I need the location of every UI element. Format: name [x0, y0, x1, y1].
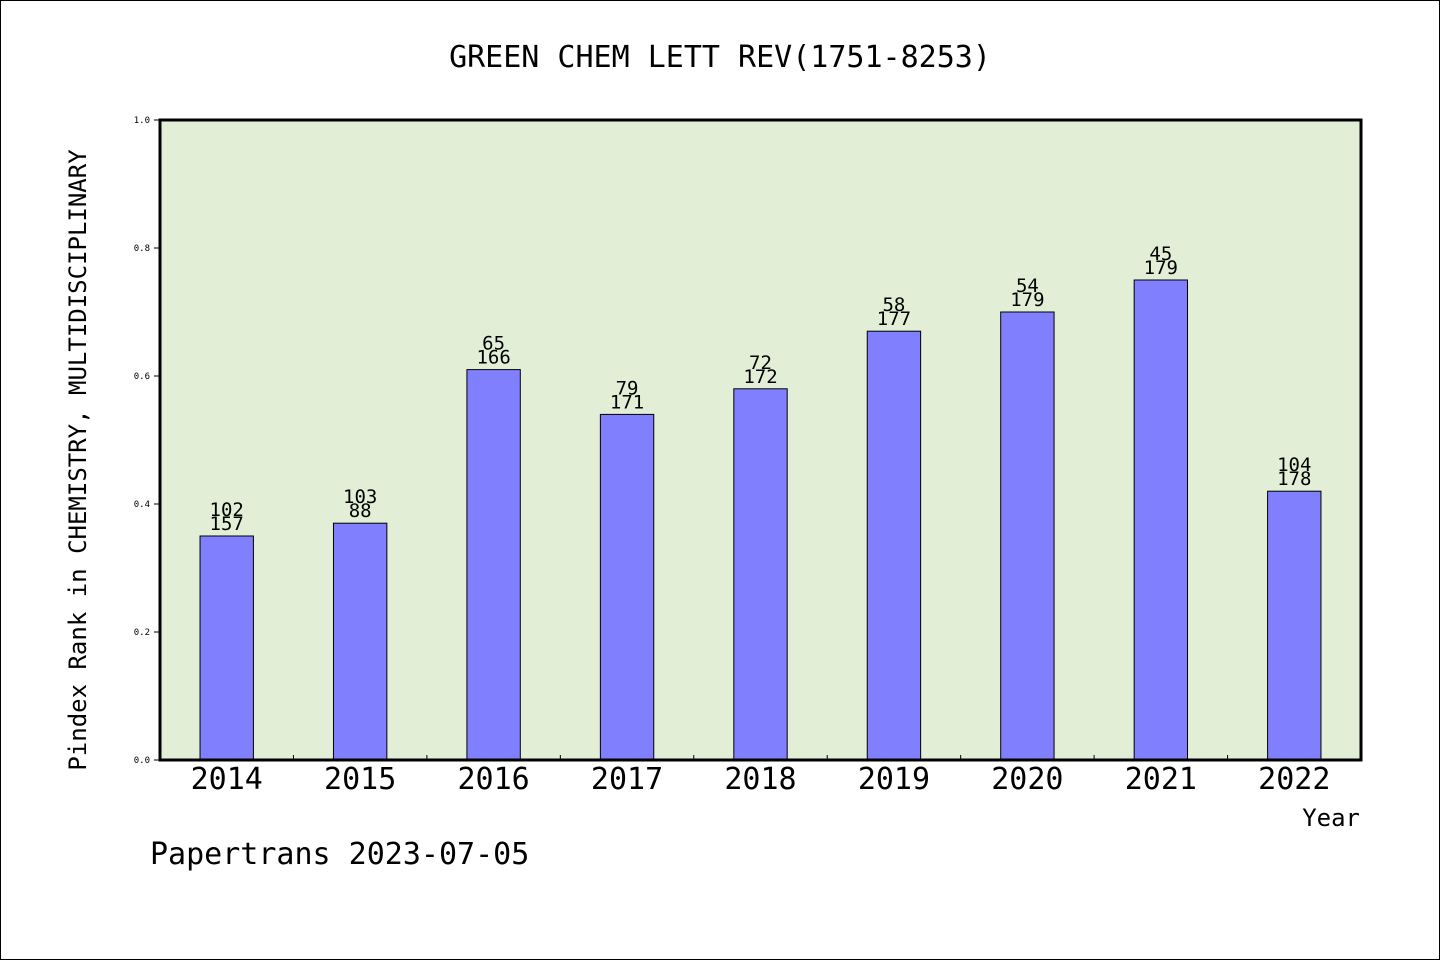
bar-2021: [1133, 279, 1189, 761]
bar-total-label: 179: [1144, 257, 1178, 279]
bar-2020: [1000, 311, 1055, 761]
x-tick-label: 2017: [591, 762, 663, 797]
chart-title: GREEN CHEM LETT REV(1751-8253): [449, 40, 991, 75]
bar-2019: [866, 330, 922, 761]
bar-2015: [332, 522, 388, 761]
bar-2017: [599, 413, 655, 761]
plot-frame: [158, 118, 1363, 762]
x-tick-label: 2018: [724, 762, 796, 797]
x-tick-label: 2021: [1125, 762, 1197, 797]
y-tick-label: 0.0: [134, 756, 150, 766]
y-tick-label: 0.2: [134, 628, 150, 638]
y-tick-label: 0.6: [134, 372, 150, 382]
x-tick-label: 2022: [1258, 762, 1330, 797]
bar-rank-label: 45: [1149, 243, 1172, 265]
bar-rank-label: 65: [482, 333, 505, 355]
bar-2016: [466, 369, 521, 761]
x-tick-label: 2019: [858, 762, 930, 797]
x-tick-label: 2015: [324, 762, 396, 797]
bar-rank-label: 72: [749, 352, 772, 374]
bar-rank-label: 102: [210, 499, 244, 521]
bar-total-label: 171: [610, 391, 644, 413]
x-tick-label: 2020: [991, 762, 1063, 797]
bar-total-label: 179: [1010, 289, 1044, 311]
bar-2018: [733, 388, 788, 761]
source-footer: Papertrans 2023-07-05: [150, 837, 529, 872]
bar-2022: [1267, 490, 1322, 761]
bar-rank-label: 54: [1016, 275, 1039, 297]
bar-total-label: 177: [877, 308, 911, 330]
x-axis-label: Year: [1302, 804, 1360, 832]
ticks-layer: 2014 2015 2016 2017 2018 2019 2020 2021 2022 0.0 0…: [134, 116, 1331, 797]
y-tick-label: 0.8: [134, 244, 150, 254]
y-axis-label: Pindex Rank in CHEMISTRY, MULTIDISCIPLIN…: [64, 149, 92, 771]
bar-rank-label: 104: [1277, 454, 1311, 476]
bar-rank-label: 79: [616, 377, 639, 399]
bar-total-label: 88: [349, 500, 372, 522]
bar-rank-label: 58: [882, 294, 905, 316]
bar-total-label: 166: [476, 347, 510, 369]
bar-total-label: 157: [210, 513, 244, 535]
bar-2014: [199, 535, 254, 761]
bar-total-label: 178: [1277, 468, 1311, 490]
x-tick-label: 2014: [191, 762, 263, 797]
y-tick-label: 1.0: [134, 116, 150, 126]
bars-layer: 1021571038865166791717217258177541794517…: [199, 243, 1322, 761]
y-tick-label: 0.4: [134, 500, 150, 510]
x-tick-label: 2016: [457, 762, 529, 797]
bar-rank-label: 103: [343, 486, 377, 508]
bar-total-label: 172: [743, 366, 777, 388]
